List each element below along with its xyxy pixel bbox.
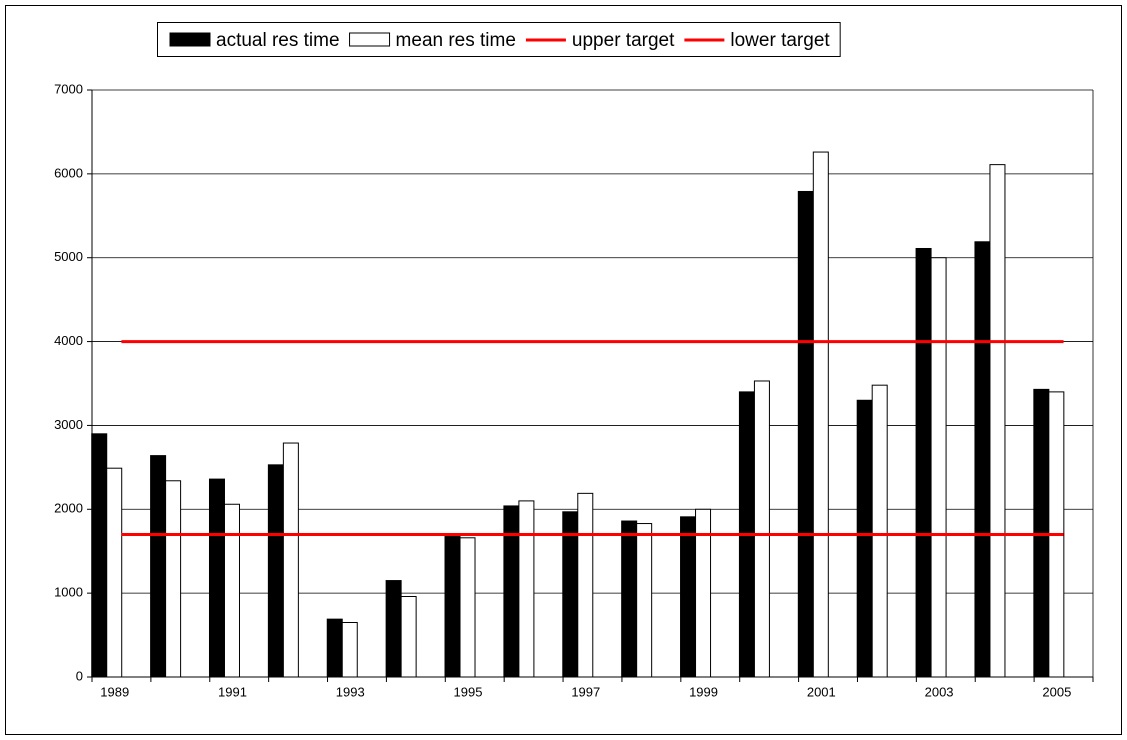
x-tick-label: 1993 bbox=[336, 684, 365, 699]
x-tick-label: 2003 bbox=[925, 684, 954, 699]
x-tick-label: 1991 bbox=[218, 684, 247, 699]
bar bbox=[503, 505, 520, 678]
bar bbox=[459, 537, 476, 678]
legend-label: lower target bbox=[730, 30, 830, 51]
x-tick-label: 1997 bbox=[571, 684, 600, 699]
bar bbox=[444, 535, 461, 678]
bar bbox=[753, 380, 770, 678]
legend-label: mean res time bbox=[396, 30, 516, 51]
bar bbox=[267, 464, 284, 678]
y-tick-label: 5000 bbox=[54, 249, 83, 264]
bar bbox=[915, 247, 932, 678]
bar bbox=[223, 503, 240, 678]
y-tick-label: 7000 bbox=[54, 81, 83, 96]
bar bbox=[165, 480, 182, 678]
bar bbox=[695, 508, 712, 678]
y-tick-label: 0 bbox=[76, 668, 83, 683]
y-tick-label: 2000 bbox=[54, 501, 83, 516]
legend-swatch bbox=[349, 32, 391, 47]
bar bbox=[930, 257, 947, 678]
bar bbox=[577, 492, 594, 678]
bar bbox=[974, 241, 991, 678]
bar bbox=[562, 511, 579, 678]
x-tick-label: 1995 bbox=[454, 684, 483, 699]
bar bbox=[208, 478, 225, 678]
bar bbox=[385, 580, 402, 678]
bar bbox=[91, 433, 108, 678]
legend-label: actual res time bbox=[216, 30, 340, 51]
legend-swatch bbox=[169, 32, 211, 47]
bar bbox=[797, 190, 814, 678]
bar bbox=[856, 399, 873, 678]
bar bbox=[106, 467, 123, 678]
bar bbox=[400, 595, 417, 678]
legend-label: upper target bbox=[572, 30, 675, 51]
x-tick-label: 2005 bbox=[1042, 684, 1071, 699]
x-tick-label: 2001 bbox=[807, 684, 836, 699]
bar bbox=[282, 442, 299, 678]
bar bbox=[871, 384, 888, 678]
legend-box bbox=[157, 22, 841, 57]
y-tick-label: 4000 bbox=[54, 333, 83, 348]
x-tick-label: 1989 bbox=[100, 684, 129, 699]
y-tick-label: 6000 bbox=[54, 165, 83, 180]
y-tick-label: 1000 bbox=[54, 585, 83, 600]
bar bbox=[326, 618, 343, 678]
legend: actual res time mean res time upper target… bbox=[157, 22, 841, 57]
bar bbox=[518, 500, 535, 678]
y-tick-label: 3000 bbox=[54, 417, 83, 432]
bar bbox=[621, 520, 638, 678]
x-tick-label: 1999 bbox=[689, 684, 718, 699]
bar bbox=[989, 164, 1006, 678]
bar bbox=[636, 523, 653, 678]
bar bbox=[341, 621, 358, 678]
bar bbox=[150, 455, 167, 678]
bar bbox=[680, 516, 697, 678]
bar bbox=[812, 151, 829, 678]
